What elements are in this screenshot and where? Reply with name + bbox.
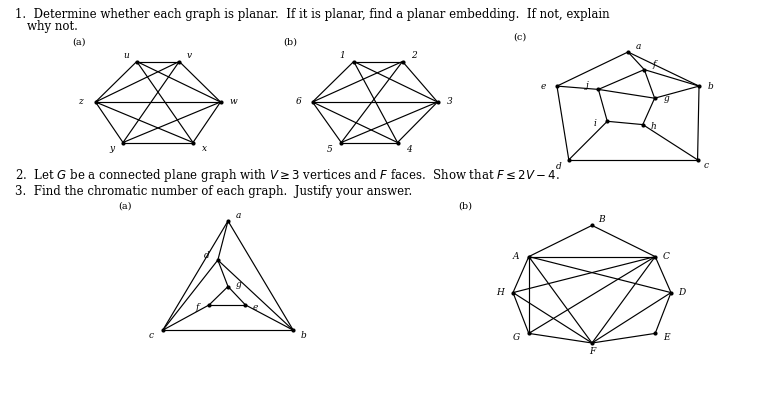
Text: z: z [78, 98, 83, 107]
Text: (a): (a) [118, 202, 131, 211]
Text: H: H [496, 288, 505, 297]
Text: (c): (c) [513, 33, 526, 42]
Text: 6: 6 [296, 98, 302, 107]
Text: D: D [679, 288, 686, 297]
Text: f: f [196, 303, 199, 312]
Text: (b): (b) [458, 202, 472, 211]
Text: A: A [513, 252, 519, 261]
Text: c: c [704, 161, 709, 170]
Text: g: g [236, 280, 241, 289]
Text: 1.  Determine whether each graph is planar.  If it is planar, find a planar embe: 1. Determine whether each graph is plana… [15, 8, 610, 21]
Text: j: j [585, 81, 588, 90]
Text: c: c [149, 331, 154, 340]
Text: F: F [589, 347, 595, 356]
Text: w: w [229, 98, 237, 107]
Text: x: x [201, 144, 207, 153]
Text: 5: 5 [327, 145, 333, 154]
Text: 3: 3 [447, 98, 453, 107]
Text: y: y [109, 144, 114, 153]
Text: E: E [663, 333, 670, 342]
Text: d: d [204, 251, 209, 260]
Text: h: h [651, 122, 656, 131]
Text: a: a [236, 211, 241, 220]
Text: 2.  Let $G$ be a connected plane graph with $V \geq 3$ vertices and $F$ faces.  : 2. Let $G$ be a connected plane graph wi… [15, 167, 560, 184]
Text: d: d [556, 162, 562, 171]
Text: i: i [594, 119, 597, 128]
Text: b: b [300, 331, 306, 340]
Text: a: a [635, 42, 641, 51]
Text: g: g [663, 94, 670, 103]
Text: 2: 2 [411, 51, 416, 60]
Text: f: f [653, 60, 657, 69]
Text: (b): (b) [283, 38, 297, 47]
Text: e: e [253, 303, 258, 312]
Text: e: e [541, 82, 546, 90]
Text: 4: 4 [406, 145, 412, 154]
Text: v: v [187, 51, 192, 60]
Text: 3.  Find the chromatic number of each graph.  Justify your answer.: 3. Find the chromatic number of each gra… [15, 185, 412, 198]
Text: B: B [598, 215, 605, 224]
Text: u: u [124, 51, 130, 60]
Text: 1: 1 [340, 51, 345, 60]
Text: b: b [708, 82, 714, 90]
Text: C: C [663, 252, 670, 261]
Text: (a): (a) [72, 38, 85, 47]
Text: G: G [512, 333, 520, 342]
Text: why not.: why not. [27, 20, 78, 33]
